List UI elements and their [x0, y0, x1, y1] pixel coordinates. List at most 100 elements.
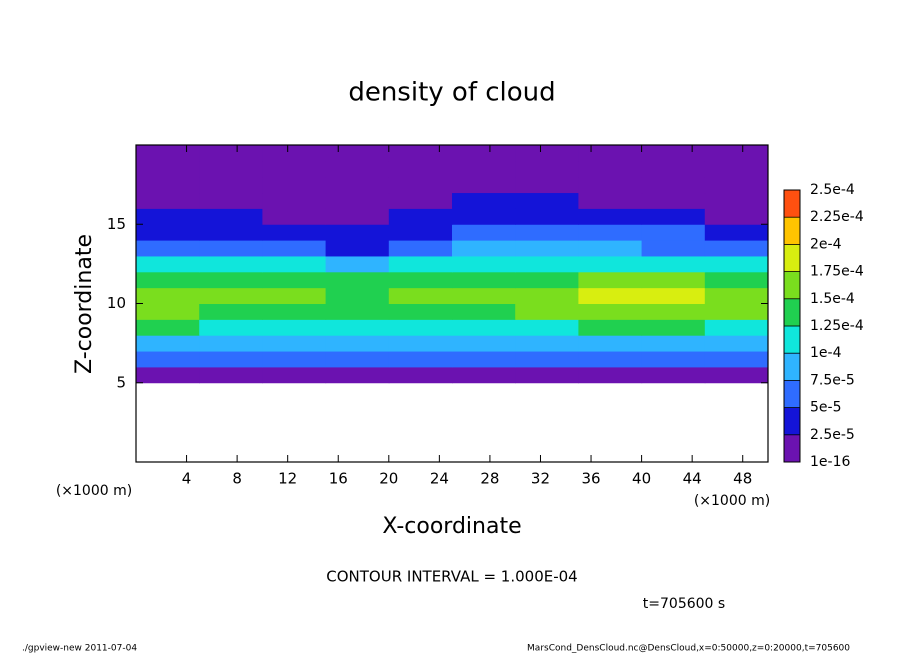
heatmap-cell	[325, 335, 390, 352]
heatmap-cell	[515, 192, 579, 209]
heatmap-cell	[325, 160, 390, 178]
heatmap-cell	[704, 192, 769, 209]
heatmap-cell	[704, 319, 769, 336]
y-unit-label: (×1000 m)	[56, 483, 132, 499]
heatmap-cell	[388, 176, 453, 194]
heatmap-cell	[578, 192, 643, 209]
x-tick-label: 8	[232, 470, 242, 488]
x-tick-label: 40	[632, 470, 651, 488]
heatmap-cell	[388, 351, 453, 368]
heatmap-cell	[578, 145, 643, 162]
heatmap-cell	[515, 287, 579, 304]
x-tick-label: 28	[480, 470, 499, 488]
heatmap-cell	[578, 271, 643, 289]
heatmap-cell	[641, 303, 706, 320]
heatmap-cell	[136, 160, 200, 178]
heatmap-cell	[262, 224, 327, 241]
heatmap-cell	[262, 255, 327, 273]
heatmap-cell	[641, 335, 706, 352]
heatmap-cell	[641, 176, 706, 194]
heatmap-cell	[704, 224, 769, 241]
heatmap-cell	[641, 208, 706, 225]
heatmap-cell	[262, 192, 327, 209]
heatmap-cell	[388, 287, 453, 304]
heatmap-cell	[262, 351, 327, 368]
heatmap-cell	[452, 271, 516, 289]
heatmap-cell	[325, 303, 390, 320]
colorbar-label: 2e-4	[810, 236, 842, 252]
heatmap-cell	[262, 271, 327, 289]
heatmap-cell	[641, 160, 706, 178]
heatmap-cell	[704, 351, 769, 368]
heatmap-cell	[704, 160, 769, 178]
heatmap-cell	[262, 208, 327, 225]
heatmap-cell	[515, 366, 579, 384]
heatmap-cell	[388, 160, 453, 178]
heatmap-cell	[262, 319, 327, 336]
heatmap-cell	[452, 255, 516, 273]
heatmap-cell	[452, 160, 516, 178]
heatmap-cell	[199, 287, 263, 304]
heatmap-cell	[262, 160, 327, 178]
heatmap-cell	[641, 366, 706, 384]
heatmap-cell	[262, 287, 327, 304]
heatmap-cell	[325, 351, 390, 368]
heatmap-cell	[452, 145, 516, 162]
heatmap-cell	[578, 224, 643, 241]
heatmap-cell	[515, 160, 579, 178]
heatmap-cell	[578, 176, 643, 194]
heatmap-cell	[578, 351, 643, 368]
heatmap-cell	[515, 271, 579, 289]
heatmap-cell	[578, 319, 643, 336]
heatmap-cell	[704, 176, 769, 194]
heatmap-cell	[136, 192, 200, 209]
x-tick-label: 48	[733, 470, 752, 488]
colorbar-label: 2.25e-4	[810, 209, 864, 225]
heatmap-cell	[262, 366, 327, 384]
heatmap-cell	[578, 208, 643, 225]
heatmap-cell	[325, 192, 390, 209]
heatmap-cell	[325, 255, 390, 273]
heatmap-cell	[515, 176, 579, 194]
heatmap-cell	[388, 240, 453, 257]
heatmap-cell	[388, 208, 453, 225]
x-tick-label: 20	[379, 470, 398, 488]
heatmap-cell	[515, 351, 579, 368]
heatmap-cell	[136, 319, 200, 336]
heatmap-cell	[452, 303, 516, 320]
heatmap-cell	[325, 208, 390, 225]
colorbar-label: 1.25e-4	[810, 318, 864, 334]
heatmap-cell	[641, 224, 706, 241]
heatmap-cell	[452, 351, 516, 368]
x-tick-label: 12	[278, 470, 297, 488]
heatmap-cell	[199, 255, 263, 273]
colorbar-band	[784, 353, 800, 381]
heatmap-cell	[325, 240, 390, 257]
x-tick-label: 44	[683, 470, 702, 488]
heatmap-cell	[388, 366, 453, 384]
heatmap-cell	[578, 335, 643, 352]
heatmap-cell	[641, 287, 706, 304]
heatmap-cell	[136, 303, 200, 320]
heatmap-cell	[136, 366, 200, 384]
heatmap-cell	[452, 335, 516, 352]
heatmap-cell	[452, 287, 516, 304]
heatmap-cell	[388, 335, 453, 352]
colorbar-band	[784, 434, 800, 463]
heatmap-cell	[388, 192, 453, 209]
colorbar-label: 1e-4	[810, 345, 842, 361]
heatmap-cell	[136, 224, 200, 241]
colorbar-band	[784, 271, 800, 300]
heatmap-cell	[136, 176, 200, 194]
colorbar-label: 2.5e-5	[810, 427, 855, 443]
heatmap-cell	[262, 303, 327, 320]
heatmap-cell	[515, 255, 579, 273]
heatmap-cell	[325, 145, 390, 162]
heatmap-cell	[199, 351, 263, 368]
heatmap-cell	[325, 271, 390, 289]
heatmap-cell	[704, 240, 769, 257]
y-tick-label: 5	[116, 373, 126, 391]
heatmap-cell	[199, 208, 263, 225]
heatmap-cell	[452, 224, 516, 241]
